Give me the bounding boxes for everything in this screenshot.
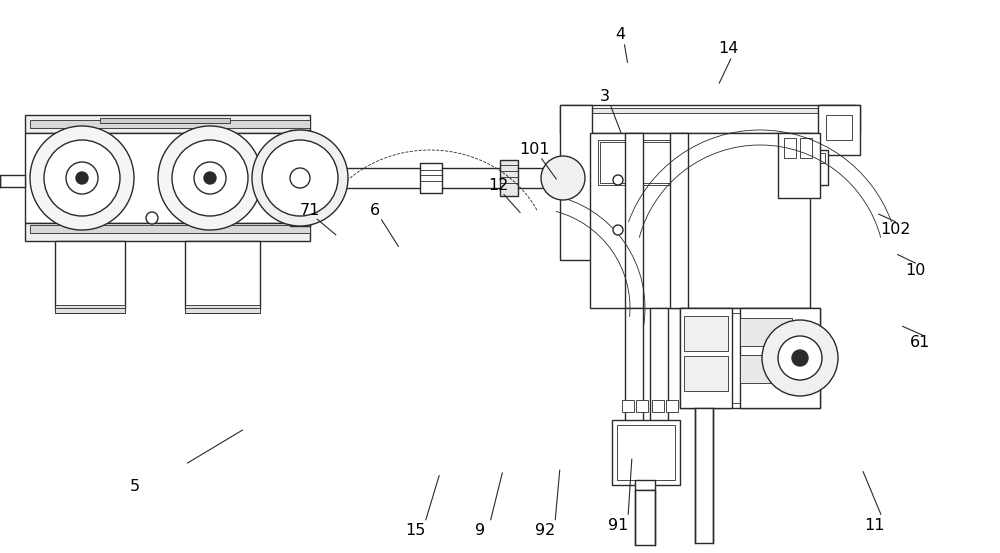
Bar — [598, 140, 678, 185]
Circle shape — [204, 172, 216, 184]
Text: 15: 15 — [405, 523, 425, 539]
Bar — [30, 120, 310, 128]
Bar — [600, 142, 676, 183]
Bar — [740, 355, 792, 383]
Bar — [185, 305, 260, 313]
Bar — [650, 308, 668, 453]
Bar — [612, 420, 680, 485]
Text: 101: 101 — [520, 142, 550, 157]
Text: 10: 10 — [905, 263, 925, 279]
Circle shape — [762, 320, 838, 396]
Text: 14: 14 — [718, 41, 738, 56]
Bar — [680, 308, 732, 408]
Bar — [185, 308, 260, 313]
Bar — [740, 318, 792, 346]
Circle shape — [613, 175, 623, 185]
Bar — [800, 138, 812, 158]
Bar — [0, 175, 25, 187]
Bar — [740, 308, 820, 408]
Bar — [560, 105, 592, 260]
Text: 6: 6 — [370, 202, 380, 218]
Text: 5: 5 — [130, 479, 140, 494]
Bar — [810, 150, 828, 185]
Text: 71: 71 — [300, 202, 320, 218]
Circle shape — [172, 140, 248, 216]
Bar — [635, 490, 655, 545]
Bar — [670, 133, 688, 308]
Bar — [778, 133, 820, 198]
Text: 9: 9 — [475, 523, 485, 539]
Circle shape — [30, 126, 134, 230]
Text: 61: 61 — [910, 335, 930, 351]
Bar — [290, 130, 310, 226]
Bar — [185, 241, 260, 309]
Bar — [500, 160, 518, 196]
Circle shape — [44, 140, 120, 216]
Bar — [25, 133, 310, 223]
Bar — [625, 308, 643, 453]
Circle shape — [778, 336, 822, 380]
Circle shape — [194, 162, 226, 194]
Bar — [30, 225, 310, 233]
Bar — [813, 153, 825, 163]
Circle shape — [290, 168, 310, 188]
Bar — [55, 308, 125, 313]
Bar — [25, 115, 310, 133]
Bar — [636, 400, 648, 412]
Bar — [784, 138, 796, 158]
Circle shape — [613, 225, 623, 235]
Text: 12: 12 — [488, 178, 508, 193]
Bar — [420, 163, 442, 193]
Bar — [100, 118, 230, 123]
Text: 11: 11 — [865, 518, 885, 533]
Bar — [685, 313, 815, 403]
Circle shape — [158, 126, 262, 230]
Text: 4: 4 — [615, 27, 625, 42]
Bar — [818, 105, 860, 155]
Text: 92: 92 — [535, 523, 555, 539]
Bar — [820, 105, 860, 133]
Bar — [560, 108, 855, 113]
Text: 102: 102 — [880, 222, 910, 237]
Bar — [695, 408, 713, 543]
Bar — [666, 400, 678, 412]
Bar — [55, 241, 125, 309]
Bar — [625, 133, 643, 308]
Circle shape — [252, 130, 348, 226]
Circle shape — [792, 350, 808, 366]
Circle shape — [262, 140, 338, 216]
Bar — [622, 400, 634, 412]
Bar — [55, 305, 125, 313]
Bar — [635, 480, 655, 490]
Bar — [680, 308, 820, 408]
Circle shape — [66, 162, 98, 194]
Text: 91: 91 — [608, 518, 628, 533]
Bar — [826, 115, 852, 140]
Text: 3: 3 — [600, 89, 610, 105]
Bar — [25, 223, 310, 241]
Bar — [684, 316, 728, 351]
Bar — [617, 425, 675, 480]
Circle shape — [146, 212, 158, 224]
Circle shape — [541, 156, 585, 200]
Bar — [684, 356, 728, 391]
Circle shape — [76, 172, 88, 184]
Bar — [590, 133, 810, 308]
Bar — [652, 400, 664, 412]
Bar — [560, 105, 855, 133]
